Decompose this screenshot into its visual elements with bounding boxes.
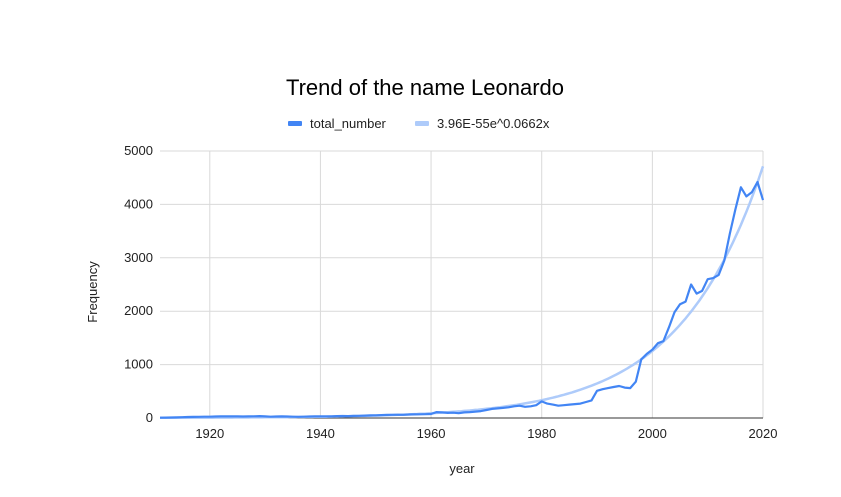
x-tick-label: 2000: [638, 426, 667, 441]
total-number-series-line: [159, 180, 765, 419]
x-tick-label: 1960: [417, 426, 446, 441]
plot-area: [159, 165, 765, 420]
gridlines: [160, 150, 764, 418]
x-axis-ticks: 1920 1940 1960 1980 2000 2020: [195, 426, 777, 441]
x-tick-label: 2020: [749, 426, 778, 441]
y-axis-label: Frequency: [85, 261, 100, 323]
x-tick-label: 1940: [306, 426, 335, 441]
x-tick-label: 1920: [195, 426, 224, 441]
y-tick-label: 3000: [124, 250, 153, 265]
x-axis-label: year: [449, 461, 475, 476]
y-axis-ticks: 0 1000 2000 3000 4000 5000: [124, 143, 153, 425]
y-tick-label: 1000: [124, 357, 153, 372]
y-tick-label: 0: [146, 410, 153, 425]
y-tick-label: 4000: [124, 196, 153, 211]
x-tick-label: 1980: [527, 426, 556, 441]
legend-swatch-total-number: [288, 121, 302, 126]
legend-label-trendline: 3.96E-55e^0.0662x: [437, 116, 550, 131]
chart-title: Trend of the name Leonardo: [286, 75, 564, 100]
legend: total_number 3.96E-55e^0.0662x: [288, 116, 550, 131]
legend-swatch-trendline: [415, 121, 429, 126]
legend-label-total-number: total_number: [310, 116, 387, 131]
y-tick-label: 2000: [124, 303, 153, 318]
y-tick-label: 5000: [124, 143, 153, 158]
